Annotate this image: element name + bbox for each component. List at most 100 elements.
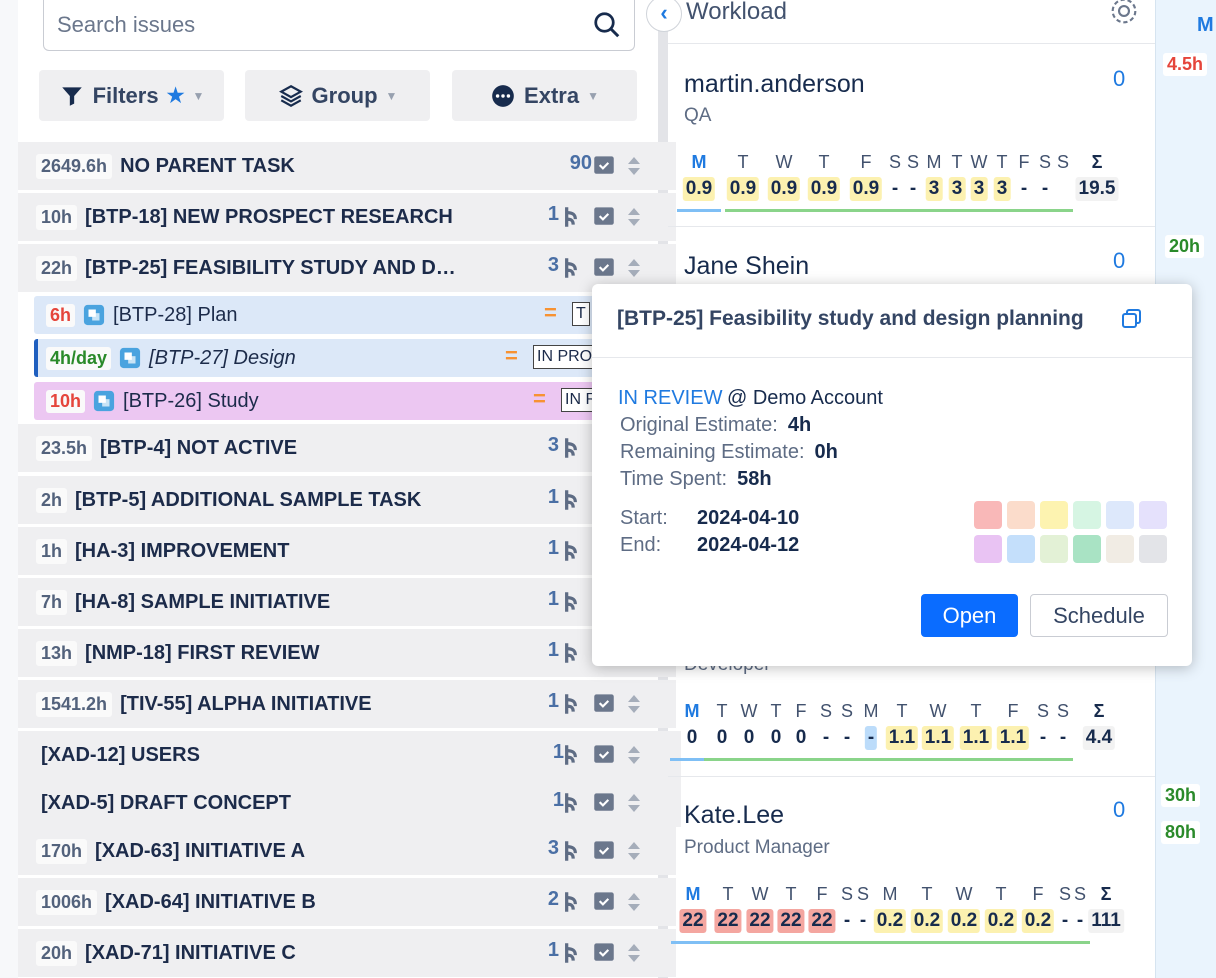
subtask-row[interactable]: 4h/day [BTP-27] Design = IN PROGR [34, 339, 670, 377]
day-header: T [996, 152, 1008, 172]
task-row[interactable]: 2649.6h NO PARENT TASK 90 [18, 142, 676, 190]
hierarchy-icon-svg [565, 438, 577, 458]
hierarchy-icon [558, 204, 584, 230]
task-row[interactable]: 23.5h [BTP-4] NOT ACTIVE 3 [18, 424, 676, 472]
toolbar-button[interactable]: Extra ▼ [452, 70, 637, 121]
subtask-title: [BTP-26] Study [123, 389, 259, 412]
day-value: 1.1 [921, 726, 955, 750]
task-row[interactable]: 10h [BTP-18] NEW PROSPECT RESEARCH 1 [18, 193, 676, 241]
total-value: 4.4 [1082, 726, 1116, 750]
cal [594, 793, 614, 811]
color-swatch[interactable] [1139, 501, 1167, 529]
sum-header: Σ [1100, 884, 1112, 904]
day-header: F [795, 701, 807, 721]
day-header: S [1073, 884, 1087, 904]
field-value: 58h [737, 468, 772, 490]
subtask-row[interactable]: 6h [BTP-28] Plan = T [34, 296, 670, 334]
calendar-icon [591, 689, 617, 715]
color-swatch[interactable] [1007, 535, 1035, 563]
arrows [628, 208, 640, 226]
task-count: 3 [547, 434, 559, 456]
calendar-icon-svg [594, 841, 614, 859]
handle [609, 27, 620, 38]
priority: = [533, 386, 546, 411]
day-value: 22 [714, 909, 742, 933]
settings-icon [1107, 0, 1141, 28]
task-row[interactable]: [XAD-12] USERS 1 [18, 731, 681, 779]
task-row[interactable]: 20h [XAD-71] INITIATIVE C 1 [18, 929, 676, 977]
extra-icon [490, 83, 516, 109]
cal [594, 841, 614, 859]
tree [565, 793, 577, 813]
hierarchy-icon-svg [565, 694, 577, 714]
day-value: 3 [993, 177, 1011, 201]
calendar-icon-svg [594, 892, 614, 910]
day-value: - [1059, 727, 1067, 748]
color-swatch[interactable] [1073, 535, 1101, 563]
subtask-icon-svg [119, 347, 141, 369]
task-row[interactable]: 2h [BTP-5] ADDITIONAL SAMPLE TASK 1 [18, 476, 676, 524]
estimate-chip: 13h [36, 640, 78, 666]
sort-icon-svg [628, 746, 640, 764]
estimate-chip: 20h [36, 940, 78, 966]
collapse-button[interactable]: ‹ [646, 0, 682, 32]
search-box[interactable]: Search issues [43, 0, 635, 51]
task-row[interactable]: 170h [XAD-63] INITIATIVE A 3 [18, 827, 676, 875]
person-role: QA [684, 105, 712, 126]
subtask-row[interactable]: 10h [BTP-26] Study = IN RE [34, 382, 670, 420]
day-value: 0.9 [726, 177, 760, 201]
day-value: - [1020, 178, 1028, 199]
color-swatch[interactable] [1106, 501, 1134, 529]
calendar-icon-svg [594, 745, 614, 763]
color-swatch[interactable] [1106, 535, 1134, 563]
check [598, 898, 610, 906]
day-value: 0.9 [849, 177, 883, 201]
toolbar-button[interactable]: Filters ★ ▼ [39, 70, 224, 121]
open-button[interactable]: Open [921, 594, 1018, 637]
tree [565, 258, 577, 278]
gear [1111, 0, 1137, 24]
date-label: End: [620, 534, 662, 556]
task-row[interactable]: 1006h [XAD-64] INITIATIVE B 2 [18, 878, 676, 926]
popup-status[interactable]: IN REVIEW [618, 387, 723, 409]
day-header: T [995, 884, 1007, 904]
separator [668, 43, 1155, 44]
day-value: - [1039, 727, 1047, 748]
range-line [710, 941, 1090, 944]
task-count: 1 [547, 639, 559, 661]
sort-icon-svg [628, 695, 640, 713]
day-value: - [1076, 910, 1084, 931]
task-row[interactable]: 22h [BTP-25] FEASIBILITY STUDY AND D… 3 [18, 244, 676, 292]
task-row[interactable]: 13h [NMP-18] FIRST REVIEW 1 [18, 629, 676, 677]
field-label: Remaining Estimate: [620, 441, 805, 463]
cal [594, 745, 614, 763]
tree [565, 592, 577, 612]
color-swatch[interactable] [1040, 501, 1068, 529]
task-row[interactable]: 1541.2h [TIV-55] ALPHA INITIATIVE 1 [18, 680, 676, 728]
task-title: [BTP-18] NEW PROSPECT RESEARCH [85, 205, 453, 228]
schedule-button[interactable]: Schedule [1030, 594, 1168, 637]
date-value: 2024-04-10 [697, 507, 800, 529]
day-value: - [859, 910, 867, 931]
color-swatch[interactable] [974, 535, 1002, 563]
calendar-icon-svg [594, 207, 614, 225]
check [598, 799, 610, 807]
task-title: [XAD-71] INITIATIVE C [85, 941, 296, 964]
color-swatch[interactable] [1007, 501, 1035, 529]
sort-icon-svg [628, 794, 640, 812]
color-swatch[interactable] [1040, 535, 1068, 563]
filters-icon-svg [61, 86, 82, 106]
task-title: [BTP-25] FEASIBILITY STUDY AND D… [85, 256, 456, 279]
task-row[interactable]: 1h [HA-3] IMPROVEMENT 1 [18, 527, 676, 575]
subtask-title: [BTP-28] Plan [113, 303, 238, 326]
day-value: - [909, 178, 917, 199]
toolbar-button[interactable]: Group ▼ [245, 70, 430, 121]
person-count: 0 [1113, 66, 1126, 91]
task-row[interactable]: [XAD-5] DRAFT CONCEPT 1 [18, 779, 681, 827]
color-swatch[interactable] [974, 501, 1002, 529]
color-swatch[interactable] [1073, 501, 1101, 529]
tree [565, 438, 577, 458]
color-swatch[interactable] [1139, 535, 1167, 563]
cal [594, 892, 614, 910]
task-row[interactable]: 7h [HA-8] SAMPLE INITIATIVE 1 [18, 578, 676, 626]
